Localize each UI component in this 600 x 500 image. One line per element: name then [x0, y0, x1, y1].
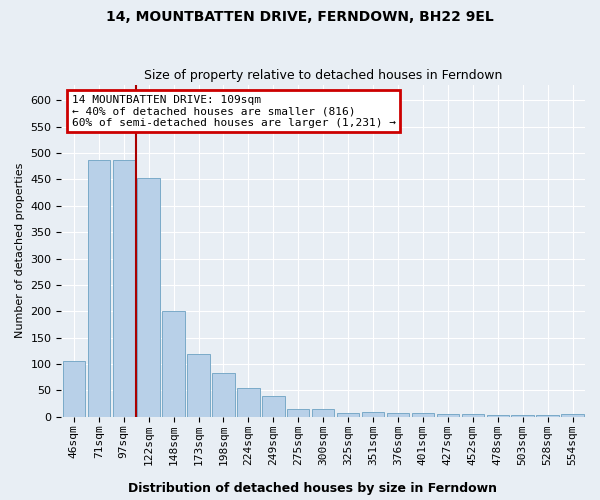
- Bar: [113, 160, 135, 417]
- Bar: [337, 412, 359, 417]
- Bar: [511, 416, 534, 417]
- Text: 14, MOUNTBATTEN DRIVE, FERNDOWN, BH22 9EL: 14, MOUNTBATTEN DRIVE, FERNDOWN, BH22 9E…: [106, 10, 494, 24]
- Bar: [487, 416, 509, 417]
- Bar: [362, 412, 384, 417]
- Text: 14 MOUNTBATTEN DRIVE: 109sqm
← 40% of detached houses are smaller (816)
60% of s: 14 MOUNTBATTEN DRIVE: 109sqm ← 40% of de…: [72, 94, 396, 128]
- Bar: [387, 412, 409, 417]
- Bar: [88, 160, 110, 417]
- Bar: [412, 412, 434, 417]
- Bar: [62, 362, 85, 417]
- Bar: [187, 354, 210, 417]
- Bar: [437, 414, 459, 417]
- Bar: [461, 414, 484, 417]
- Bar: [137, 178, 160, 417]
- Bar: [312, 409, 334, 417]
- Bar: [262, 396, 284, 417]
- Bar: [212, 373, 235, 417]
- Bar: [163, 312, 185, 417]
- Text: Distribution of detached houses by size in Ferndown: Distribution of detached houses by size …: [128, 482, 497, 495]
- Bar: [237, 388, 260, 417]
- Bar: [287, 409, 310, 417]
- Title: Size of property relative to detached houses in Ferndown: Size of property relative to detached ho…: [144, 69, 502, 82]
- Bar: [562, 414, 584, 417]
- Y-axis label: Number of detached properties: Number of detached properties: [15, 163, 25, 338]
- Bar: [536, 416, 559, 417]
